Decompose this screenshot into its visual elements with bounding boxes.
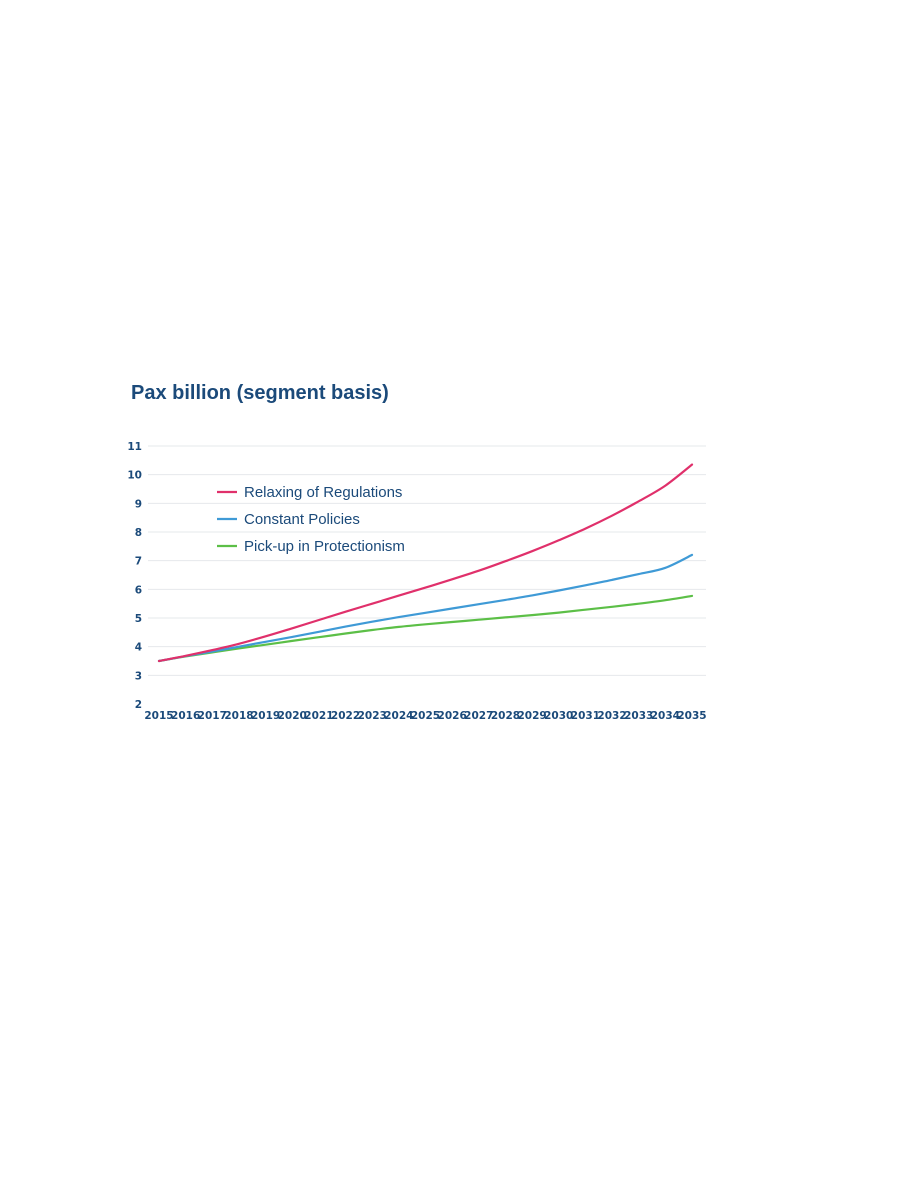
x-tick-label: 2030 xyxy=(544,710,573,722)
y-tick-label: 4 xyxy=(135,642,142,654)
x-tick-label: 2020 xyxy=(278,710,307,722)
x-tick-label: 2025 xyxy=(411,710,440,722)
y-tick-label: 9 xyxy=(135,498,142,510)
x-tick-label: 2035 xyxy=(677,710,706,722)
y-tick-label: 6 xyxy=(135,584,142,596)
grid-lines xyxy=(148,445,706,676)
y-tick-label: 2 xyxy=(135,699,142,711)
chart-title: Pax billion (segment basis) xyxy=(131,382,389,404)
x-tick-label: 2028 xyxy=(491,710,520,722)
x-tick-label: 2027 xyxy=(464,710,493,722)
y-axis-ticks: 2 3 4 5 6 7 8 9 10 11 xyxy=(127,441,142,711)
y-tick-label: 10 xyxy=(127,470,142,482)
x-tick-label: 2024 xyxy=(384,710,413,722)
x-tick-label: 2032 xyxy=(597,710,626,722)
series-line-pick-up-in-protectionism xyxy=(157,594,694,663)
legend-label-pick-up-in-protectionism: Pick-up in Protectionism xyxy=(244,538,405,555)
legend-label-relaxing-of-regulations: Relaxing of Regulations xyxy=(244,484,402,501)
y-tick-label: 7 xyxy=(135,556,142,568)
series-line-constant-policies xyxy=(157,553,694,663)
x-tick-label: 2033 xyxy=(624,710,653,722)
x-tick-label: 2022 xyxy=(331,710,360,722)
x-tick-label: 2026 xyxy=(438,710,467,722)
y-tick-label: 11 xyxy=(127,441,142,453)
legend: Relaxing of Regulations Constant Policies… xyxy=(217,484,405,555)
y-tick-label: 5 xyxy=(135,613,142,625)
x-tick-label: 2031 xyxy=(571,710,600,722)
x-tick-label: 2016 xyxy=(171,710,200,722)
series-line-relaxing-of-regulations xyxy=(157,463,694,663)
x-tick-label: 2023 xyxy=(358,710,387,722)
x-tick-label: 2029 xyxy=(517,710,546,722)
series-lines xyxy=(157,463,694,663)
x-tick-label: 2019 xyxy=(251,710,280,722)
x-tick-label: 2034 xyxy=(651,710,680,722)
x-tick-label: 2017 xyxy=(198,710,227,722)
x-axis-ticks: 2015201620172018201920202021202220232024… xyxy=(144,710,706,722)
x-tick-label: 2021 xyxy=(304,710,333,722)
x-tick-label: 2018 xyxy=(224,710,253,722)
y-tick-label: 3 xyxy=(135,670,142,682)
x-tick-label: 2015 xyxy=(144,710,173,722)
legend-label-constant-policies: Constant Policies xyxy=(244,511,360,528)
y-tick-label: 8 xyxy=(135,527,142,539)
